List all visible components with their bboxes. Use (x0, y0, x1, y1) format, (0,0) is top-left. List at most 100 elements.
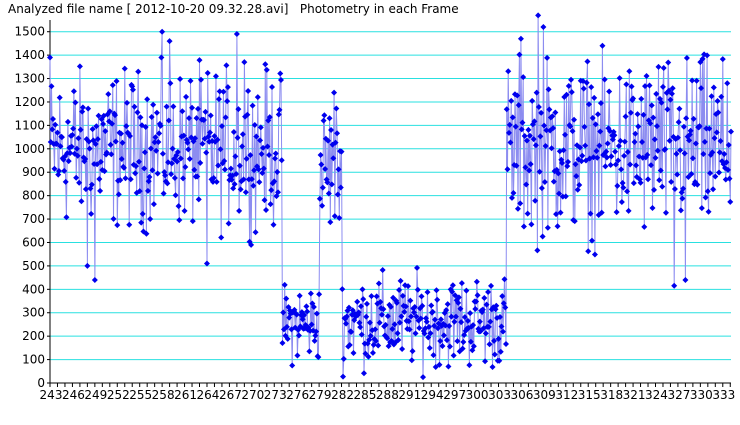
data-point (144, 96, 150, 102)
data-point (510, 190, 516, 196)
data-point (626, 68, 632, 74)
data-point (451, 352, 457, 358)
data-point (269, 84, 275, 90)
data-point (545, 225, 551, 231)
x-tick-label: 261 (174, 388, 197, 402)
x-tick-label: 267 (219, 388, 242, 402)
data-point (425, 289, 431, 295)
data-point (728, 129, 734, 135)
data-point (585, 248, 591, 254)
data-point (203, 150, 209, 156)
data-point (250, 103, 256, 109)
data-point (321, 118, 327, 124)
data-point (413, 330, 419, 336)
y-tick-label: 1000 (14, 142, 45, 156)
data-point (660, 84, 666, 90)
data-point (623, 114, 629, 120)
x-tick-label: 294 (421, 388, 444, 402)
data-point (683, 115, 689, 121)
data-point (263, 207, 269, 213)
data-point (359, 286, 365, 292)
data-point (271, 222, 277, 228)
data-point (621, 153, 627, 159)
data-point (602, 163, 608, 169)
data-point (655, 64, 661, 70)
data-point (608, 162, 614, 168)
data-point (727, 199, 733, 205)
x-tick-label: 309 (533, 388, 556, 402)
data-point (724, 80, 730, 86)
data-point (626, 208, 632, 214)
x-tick-label: 243 (40, 388, 63, 402)
x-tick-label: 285 (354, 388, 377, 402)
y-tick-label: 100 (22, 353, 45, 367)
data-point (321, 112, 327, 118)
data-point (218, 235, 224, 241)
data-point (370, 350, 376, 356)
x-tick-label: 270 (241, 388, 264, 402)
y-tick-label: 400 (22, 282, 45, 296)
data-point (85, 106, 91, 112)
y-axis: 0100200300400500600700800900100011001200… (14, 20, 50, 390)
data-point (256, 179, 262, 185)
data-point (350, 350, 356, 356)
data-point (255, 94, 261, 100)
x-tick-label: 264 (197, 388, 220, 402)
data-point (617, 75, 623, 81)
data-point (123, 175, 129, 181)
data-point (216, 96, 222, 102)
data-point (176, 217, 182, 223)
x-tick-label: 258 (152, 388, 175, 402)
data-point (294, 353, 300, 359)
data-point (65, 119, 71, 125)
data-point (194, 115, 200, 121)
data-point (619, 199, 625, 205)
data-point (77, 63, 83, 69)
data-point (398, 278, 404, 284)
data-point (182, 208, 188, 214)
data-point (576, 182, 582, 188)
x-tick-label: 246 (62, 388, 85, 402)
data-point (427, 345, 433, 351)
data-point (416, 325, 422, 331)
data-point (460, 339, 466, 345)
data-point (205, 70, 211, 76)
data-point (360, 296, 366, 302)
data-point (147, 216, 153, 222)
data-point (167, 80, 173, 86)
data-point (678, 207, 684, 213)
data-point (172, 175, 178, 181)
data-point (699, 205, 705, 211)
data-point (540, 24, 546, 30)
data-point (618, 166, 624, 172)
data-point (236, 208, 242, 214)
data-point (245, 88, 251, 94)
data-point (451, 319, 457, 325)
data-point (672, 186, 678, 192)
data-point (415, 287, 421, 293)
data-point (508, 98, 514, 104)
data-point (614, 209, 620, 215)
y-tick-label: 500 (22, 259, 45, 273)
data-point (588, 84, 594, 90)
data-point (339, 286, 345, 292)
data-point (592, 251, 598, 257)
data-point (48, 83, 54, 89)
data-point (505, 68, 511, 74)
data-point (289, 362, 295, 368)
data-point (581, 86, 587, 92)
x-tick-label: 321 (623, 388, 646, 402)
data-point (682, 277, 688, 283)
data-point (623, 81, 629, 87)
x-tick-label: 303 (488, 388, 511, 402)
data-point (569, 89, 575, 95)
data-point (155, 171, 161, 177)
x-tick-label: 330 (690, 388, 713, 402)
data-point (320, 185, 326, 191)
data-point (361, 370, 367, 376)
data-point (608, 153, 614, 159)
data-point (241, 59, 247, 65)
data-point (57, 95, 63, 101)
data-point (279, 157, 285, 163)
data-point (434, 297, 440, 303)
